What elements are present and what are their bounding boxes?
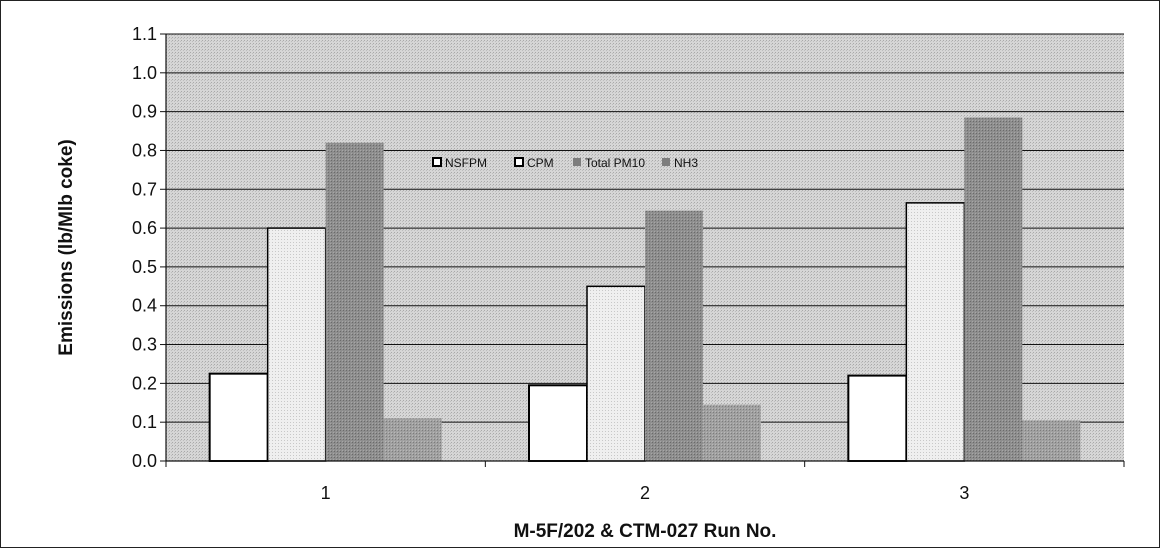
bar-nh3-run-1[interactable] [383,418,442,461]
y-tick-label: 0.4 [132,296,157,316]
x-tick-label: 3 [959,483,969,503]
y-tick-label: 0.7 [132,179,157,199]
x-axis-title: M-5F/202 & CTM-027 Run No. [514,521,777,542]
bar-cpm-run-3[interactable] [905,202,966,462]
legend-label: NSFPM [445,156,487,170]
bar-nh3-run-2[interactable] [703,404,761,461]
y-tick-label: 1.1 [132,24,157,44]
legend-swatch-nsfpm [432,157,442,167]
y-axis-title: Emissions (lb/Mlb coke) [56,139,77,355]
legend-label: Total PM10 [585,156,645,170]
y-tick-label: 0.6 [132,218,157,238]
legend-swatch-total-pm10 [573,158,581,166]
bar-nsfpm-run-3[interactable] [847,374,908,463]
bar-nsfpm-run-1[interactable] [208,372,269,462]
bar-cpm-run-1[interactable] [266,227,327,462]
y-tick-label: 0.1 [132,412,157,432]
bars [208,117,1081,463]
y-tick-label: 0.0 [132,451,157,471]
legend-label: NH3 [674,156,698,170]
legend-swatch-cpm [514,157,524,167]
bar-total-pm10-run-2[interactable] [645,210,703,461]
bar-cpm-run-2[interactable] [586,285,646,462]
y-tick-label: 0.5 [132,257,157,277]
y-tick-label: 0.2 [132,373,157,393]
legend[interactable]: NSFPM CPM Total PM10 NH3 [432,156,698,170]
bar-nh3-run-3[interactable] [1022,420,1081,461]
y-tick-label: 1.0 [132,63,157,83]
bar-total-pm10-run-3[interactable] [964,117,1023,461]
legend-label: CPM [527,156,554,170]
axes: 0.0 0.1 0.2 0.3 0.4 0.5 0.6 0.7 0.8 0.9 1.0 1.1 1 2 3 [132,24,1125,503]
bar-total-pm10-run-1[interactable] [325,142,384,461]
y-tick-label: 0.8 [132,140,157,160]
x-tick-label: 1 [321,483,331,503]
bar-nsfpm-run-2[interactable] [528,384,588,462]
y-tick-label: 0.3 [132,335,157,355]
legend-swatch-nh3 [662,158,670,166]
y-tick-label: 0.9 [132,102,157,122]
x-tick-label: 2 [640,483,650,503]
